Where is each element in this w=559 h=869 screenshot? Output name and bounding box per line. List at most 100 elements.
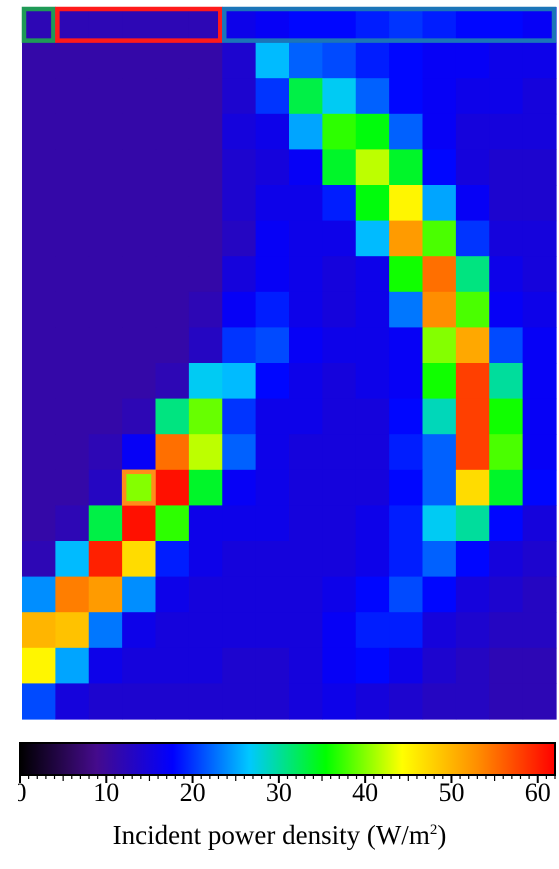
highlight-box-blue <box>222 6 557 43</box>
heatmap-cell <box>55 42 90 79</box>
heatmap-cell <box>55 612 90 649</box>
heatmap-cell <box>155 647 190 684</box>
heatmap-cell <box>122 256 157 293</box>
heatmap-cell <box>55 469 90 506</box>
heatmap-cell <box>355 256 390 293</box>
heatmap-cell <box>522 612 557 649</box>
heatmap-cell <box>122 7 157 44</box>
heatmap-cell <box>88 185 123 222</box>
heatmap-cell <box>55 291 90 328</box>
heatmap-cell <box>355 434 390 471</box>
heatmap-cell <box>322 149 357 186</box>
heatmap-cell <box>22 291 56 328</box>
heatmap-cell <box>222 113 257 150</box>
heatmap-cell <box>322 291 357 328</box>
heatmap-cell <box>322 576 357 613</box>
heatmap-cell <box>222 363 257 400</box>
heatmap-cell <box>55 576 90 613</box>
heatmap-cell <box>389 256 424 293</box>
heatmap-cell <box>122 647 157 684</box>
heatmap-cell <box>355 576 390 613</box>
heatmap-cell <box>489 149 524 186</box>
heatmap-cell <box>422 256 457 293</box>
heatmap-cell <box>422 505 457 542</box>
heatmap-cell <box>289 647 323 684</box>
colorbar-label-text: Incident power density (W/m <box>112 820 430 850</box>
heatmap-cell <box>255 505 290 542</box>
heatmap-cell <box>455 291 490 328</box>
heatmap-cell <box>522 256 557 293</box>
heatmap-cell <box>255 256 290 293</box>
heatmap-cell <box>422 113 457 150</box>
heatmap-cell <box>422 7 457 44</box>
heatmap-cell <box>489 291 524 328</box>
heatmap-cell <box>289 469 323 506</box>
highlight-box-orange <box>121 469 156 506</box>
heatmap-cell <box>522 185 557 222</box>
heatmap-cell <box>522 113 557 150</box>
colorbar-tick-label: 50 <box>438 778 464 803</box>
heatmap-cell <box>88 42 123 79</box>
heatmap-cell <box>122 185 157 222</box>
heatmap-cell <box>322 220 357 257</box>
heatmap-cell <box>289 7 323 44</box>
heatmap-cell <box>88 149 123 186</box>
heatmap-cell <box>122 683 157 720</box>
heatmap-cell <box>22 505 56 542</box>
heatmap-cell <box>222 576 257 613</box>
heatmap-cell <box>455 505 490 542</box>
heatmap-cell <box>222 327 257 364</box>
heatmap-cell <box>289 42 323 79</box>
heatmap-cell <box>389 647 424 684</box>
heatmap-cell <box>55 256 90 293</box>
heatmap-cell <box>355 612 390 649</box>
heatmap-cell <box>289 220 323 257</box>
heatmap-cell <box>422 469 457 506</box>
heatmap-cell <box>188 612 223 649</box>
heatmap-cell <box>322 42 357 79</box>
heatmap-cell <box>155 42 190 79</box>
heatmap-cell <box>489 541 524 578</box>
heatmap-cell <box>289 327 323 364</box>
heatmap-cell <box>322 434 357 471</box>
colorbar-tick-label: 10 <box>93 778 119 803</box>
heatmap-cell <box>389 149 424 186</box>
heatmap-cell <box>489 256 524 293</box>
colorbar-label: Incident power density (W/m2) <box>0 820 559 851</box>
heatmap-cell <box>489 7 524 44</box>
heatmap-cell <box>489 398 524 435</box>
heatmap-cell <box>389 185 424 222</box>
heatmap-cell <box>22 113 56 150</box>
heatmap-cell <box>222 256 257 293</box>
heatmap-cell <box>88 78 123 115</box>
heatmap-cell <box>122 541 157 578</box>
heatmap-cell <box>289 149 323 186</box>
heatmap-cell <box>522 434 557 471</box>
heatmap-cell <box>255 612 290 649</box>
heatmap-cell <box>422 434 457 471</box>
heatmap-cell <box>122 363 157 400</box>
heatmap-cell <box>55 78 90 115</box>
colorbar-label-end: ) <box>437 820 447 850</box>
heatmap-cell <box>522 469 557 506</box>
heatmap-cell <box>88 434 123 471</box>
heatmap-cell <box>355 683 390 720</box>
heatmap-cell <box>188 398 223 435</box>
heatmap-cell <box>255 42 290 79</box>
heatmap-cell <box>355 220 390 257</box>
heatmap-cell <box>522 78 557 115</box>
heatmap-cell <box>489 647 524 684</box>
heatmap-cell <box>355 185 390 222</box>
heatmap-cell <box>222 291 257 328</box>
heatmap-cell <box>188 149 223 186</box>
heatmap-cell <box>222 149 257 186</box>
heatmap-cell <box>88 113 123 150</box>
heatmap-cell <box>489 327 524 364</box>
heatmap-cell <box>255 78 290 115</box>
heatmap-cell <box>355 398 390 435</box>
heatmap-cell <box>188 327 223 364</box>
heatmap-cell <box>355 78 390 115</box>
heatmap-cell <box>255 113 290 150</box>
heatmap-cell <box>55 7 90 44</box>
heatmap-cell <box>422 185 457 222</box>
